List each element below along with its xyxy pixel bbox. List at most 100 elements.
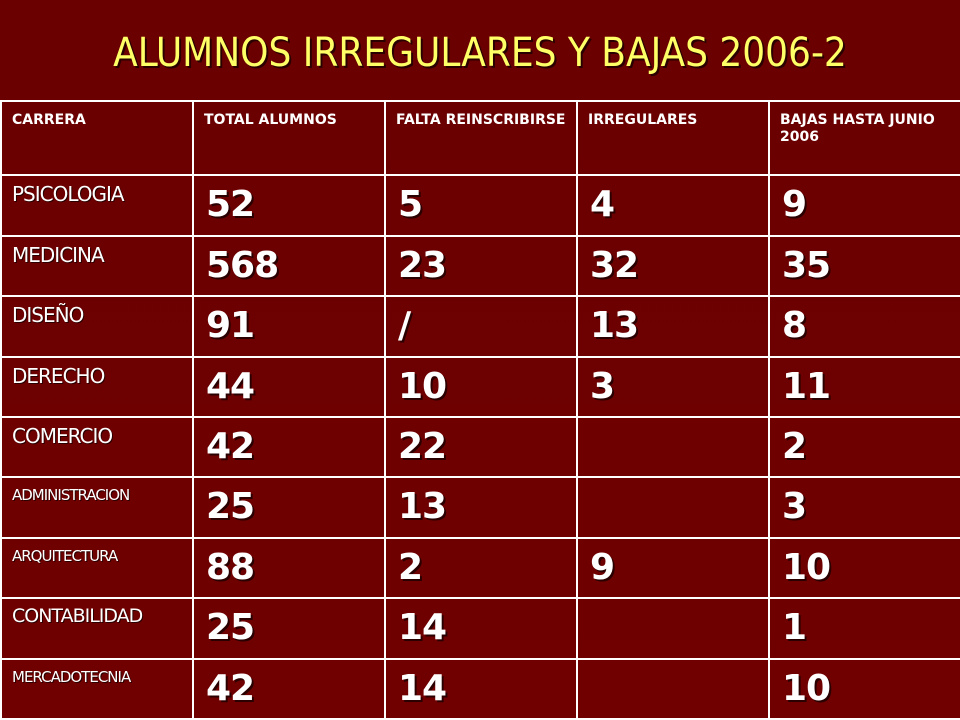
cell-falta: 10	[384, 355, 578, 419]
falta-value: 14	[398, 667, 447, 709]
cell-irregulares: 9	[576, 536, 770, 600]
irregulares-value	[578, 660, 768, 668]
irregulares-value	[578, 599, 768, 607]
total-value: 52	[206, 184, 255, 226]
total-value: 25	[206, 486, 255, 528]
cell-bajas: 3	[768, 476, 960, 539]
table-row: PSICOLOGIA 52 5 4 9	[0, 174, 960, 237]
falta-value: 23	[398, 244, 447, 286]
header-cell: IRREGULARES	[576, 99, 770, 177]
irregulares-value: 4	[590, 184, 615, 226]
bajas-value: 10	[782, 667, 831, 709]
header-irregulares: IRREGULARES	[588, 112, 698, 128]
falta-value: 5	[398, 184, 423, 226]
header-bajas: BAJAS HASTA JUNIO 2006	[780, 112, 935, 145]
total-value: 42	[206, 426, 255, 468]
table-header-row: CARRERA TOTAL ALUMNOS FALTA REINSCRIBIRS…	[0, 99, 960, 177]
total-value: 44	[206, 365, 255, 407]
carrera-name: COMERCIO	[12, 424, 113, 449]
cell-carrera: CONTABILIDAD	[0, 597, 194, 660]
cell-carrera: MEDICINA	[0, 234, 194, 298]
cell-total: 42	[192, 416, 386, 479]
table-row: COMERCIO 42 22 2	[0, 416, 960, 479]
bajas-value: 3	[782, 486, 807, 528]
carrera-name: ARQUITECTURA	[12, 546, 118, 565]
header-cell: TOTAL ALUMNOS	[192, 99, 386, 177]
total-value: 91	[206, 305, 255, 347]
cell-total: 88	[192, 536, 386, 600]
irregulares-value: 3	[590, 365, 615, 407]
table-row: ARQUITECTURA 88 2 9 10	[0, 536, 960, 600]
cell-irregulares	[576, 416, 770, 479]
table-row: ADMINISTRACION 25 13 3	[0, 476, 960, 539]
falta-value: 22	[398, 426, 447, 468]
page-title: ALUMNOS IRREGULARES Y BAJAS 2006-2	[113, 30, 847, 76]
irregulares-value: 32	[590, 244, 639, 286]
cell-total: 25	[192, 476, 386, 539]
table-row: CONTABILIDAD 25 14 1	[0, 597, 960, 660]
falta-value: /	[398, 305, 411, 347]
carrera-name: CONTABILIDAD	[12, 605, 143, 628]
cell-irregulares	[576, 657, 770, 720]
cell-falta: 2	[384, 536, 578, 600]
cell-falta: 23	[384, 234, 578, 298]
irregulares-value	[578, 478, 768, 486]
carrera-name: PSICOLOGIA	[12, 182, 125, 207]
cell-irregulares: 13	[576, 295, 770, 358]
cell-bajas: 11	[768, 355, 960, 419]
cell-falta: 5	[384, 174, 578, 237]
bajas-value: 9	[782, 184, 807, 226]
cell-bajas: 2	[768, 416, 960, 479]
cell-carrera: ARQUITECTURA	[0, 536, 194, 600]
falta-value: 10	[398, 365, 447, 407]
cell-carrera: MERCADOTECNIA	[0, 657, 194, 720]
total-value: 25	[206, 607, 255, 649]
cell-irregulares: 3	[576, 355, 770, 419]
cell-total: 44	[192, 355, 386, 419]
irregulares-value: 13	[590, 305, 639, 347]
cell-bajas: 8	[768, 295, 960, 358]
cell-falta: 13	[384, 476, 578, 539]
cell-total: 91	[192, 295, 386, 358]
bajas-value: 10	[782, 546, 831, 588]
cell-carrera: DISEÑO	[0, 295, 194, 358]
cell-falta: /	[384, 295, 578, 358]
table-row: MERCADOTECNIA 42 14 10	[0, 657, 960, 720]
total-value: 42	[206, 667, 255, 709]
table-row: MEDICINA 568 23 32 35	[0, 234, 960, 298]
header-cell: CARRERA	[0, 99, 194, 177]
carrera-name: MEDICINA	[12, 242, 105, 267]
bajas-value: 2	[782, 426, 807, 468]
cell-carrera: COMERCIO	[0, 416, 194, 479]
cell-falta: 22	[384, 416, 578, 479]
cell-bajas: 35	[768, 234, 960, 298]
irregulares-value: 9	[590, 546, 615, 588]
carrera-name: MERCADOTECNIA	[12, 667, 131, 686]
table-row: DERECHO 44 10 3 11	[0, 355, 960, 419]
bajas-value: 1	[782, 607, 807, 649]
irregulares-value	[578, 418, 768, 426]
cell-carrera: DERECHO	[0, 355, 194, 419]
header-cell: FALTA REINSCRIBIRSE	[384, 99, 578, 177]
cell-total: 568	[192, 234, 386, 298]
carrera-name: DERECHO	[12, 363, 105, 388]
cell-bajas: 10	[768, 536, 960, 600]
falta-value: 14	[398, 607, 447, 649]
cell-bajas: 1	[768, 597, 960, 660]
falta-value: 13	[398, 486, 447, 528]
header-cell: BAJAS HASTA JUNIO 2006	[768, 99, 960, 177]
bajas-value: 8	[782, 305, 807, 347]
total-value: 88	[206, 546, 255, 588]
cell-carrera: PSICOLOGIA	[0, 174, 194, 237]
carrera-name: DISEÑO	[12, 303, 84, 328]
total-value: 568	[206, 244, 279, 286]
cell-irregulares: 32	[576, 234, 770, 298]
cell-total: 52	[192, 174, 386, 237]
cell-bajas: 10	[768, 657, 960, 720]
header-carrera: CARRERA	[12, 112, 86, 128]
bajas-value: 35	[782, 244, 831, 286]
cell-irregulares	[576, 476, 770, 539]
cell-carrera: ADMINISTRACION	[0, 476, 194, 539]
cell-total: 42	[192, 657, 386, 720]
